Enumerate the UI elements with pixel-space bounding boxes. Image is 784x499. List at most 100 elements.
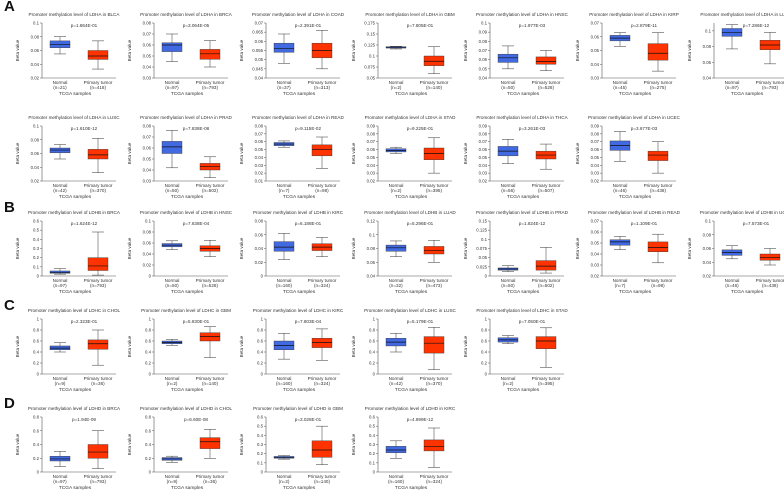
category-label: Primary tumor: [532, 376, 561, 381]
chart-title: Promoter methylation level of LDHD in GB…: [253, 406, 343, 411]
y-tick-label: 0.6: [257, 415, 264, 420]
box-chart-c-0-2: Promoter methylation level of LDHC in KI…: [239, 308, 344, 393]
normal-box: [161, 240, 183, 250]
sample-count-label: (n=502): [538, 283, 554, 288]
y-tick-label: 0.09: [367, 124, 376, 129]
category-label: Normal: [53, 183, 68, 188]
category-label: Primary tumor: [420, 80, 449, 85]
y-tick-label: 1: [149, 317, 152, 322]
p-value: p=3.677E-03: [631, 126, 658, 131]
x-axis-label: TCGA samples: [395, 289, 428, 295]
category-label: Normal: [277, 376, 292, 381]
y-tick-label: 0.4: [33, 237, 40, 242]
box-chart-c-0-4: Promoter methylation level of LDHC in ST…: [463, 308, 568, 393]
y-tick-label: 0.1: [705, 219, 712, 224]
p-value: p=1.109E-01: [631, 221, 658, 226]
y-tick-label: 0.1: [257, 460, 264, 465]
category-label: Primary tumor: [196, 278, 225, 283]
normal-box: [385, 333, 407, 353]
sample-count-label: (n=46): [613, 188, 627, 193]
y-axis-label: Beta value: [127, 237, 132, 259]
sample-count-label: (n=140): [426, 85, 442, 90]
y-tick-label: 0.04: [479, 163, 488, 168]
y-tick-label: 0.045: [252, 66, 263, 71]
x-axis-label: TCGA samples: [395, 91, 428, 97]
y-tick-label: 0.6: [369, 415, 376, 420]
category-label: Primary tumor: [420, 183, 449, 188]
sample-count-label: (n=370): [426, 381, 442, 386]
p-value: p=1.610E-12: [71, 126, 98, 131]
tumor-box: [647, 32, 669, 72]
y-tick-label: 0.06: [703, 60, 712, 65]
y-tick-label: 0.05: [591, 48, 600, 53]
y-tick-label: 0.8: [145, 328, 152, 333]
y-tick-label: 0.07: [479, 139, 488, 144]
sample-count-label: (n=46): [725, 283, 739, 288]
y-tick-label: 0.4: [145, 442, 152, 447]
sample-count-label: (n=473): [426, 283, 442, 288]
box-chart-a-1-0: Promoter methylation level of LDHA in LU…: [15, 115, 120, 200]
sample-count-label: (n=275): [650, 85, 666, 90]
y-tick-label: 0.1: [145, 219, 152, 224]
panel-label-a: A: [4, 0, 15, 15]
sample-count-label: (n=395): [426, 188, 442, 193]
y-axis-label: Beta value: [127, 142, 132, 164]
y-tick-label: 0.07: [255, 21, 264, 26]
tumor-box: [311, 30, 333, 70]
category-label: Normal: [389, 278, 404, 283]
y-tick-label: 0.6: [145, 339, 152, 344]
category-label: Normal: [277, 183, 292, 188]
p-value: p=2.391E-01: [295, 23, 322, 28]
sample-count-label: (n=528): [202, 283, 218, 288]
chart-title: Promoter methylation level of LDHB in KI…: [253, 210, 344, 215]
box-chart-a-0-5: Promoter methylation level of LDHA in KI…: [575, 12, 679, 97]
normal-box: [609, 236, 631, 250]
chart-title: Promoter methylation level of LDHC in GB…: [141, 308, 231, 313]
y-tick-label: 0.125: [364, 43, 375, 48]
y-tick-label: 0.04: [591, 163, 600, 168]
y-tick-label: 0.06: [31, 151, 40, 156]
normal-box: [497, 45, 519, 70]
y-tick-label: 0.03: [479, 171, 488, 176]
x-axis-label: TCGA samples: [619, 289, 652, 295]
normal-box: [49, 342, 71, 353]
y-tick-label: 0.02: [591, 179, 600, 184]
y-tick-label: 0.2: [33, 255, 40, 260]
y-tick-label: 0.06: [591, 147, 600, 152]
y-tick-label: 0.15: [479, 219, 488, 224]
category-label: Normal: [165, 80, 180, 85]
y-tick-label: 0.3: [369, 442, 376, 447]
y-tick-label: 0.05: [143, 157, 152, 162]
x-axis-label: TCGA samples: [59, 485, 92, 491]
x-axis-label: TCGA samples: [731, 289, 764, 295]
y-tick-label: 0.04: [143, 252, 152, 257]
normal-box: [609, 131, 631, 162]
y-tick-label: 0.02: [479, 179, 488, 184]
chart-title: Promoter methylation level of LDHA in LU…: [28, 115, 120, 120]
sample-count-label: (n=793): [762, 85, 778, 90]
chart-title: Promoter methylation level of LDHC in ST…: [476, 308, 568, 313]
tumor-box: [423, 46, 445, 74]
box-chart-a-1-2: Promoter methylation level of LDHA in RE…: [239, 115, 344, 200]
normal-box: [273, 233, 295, 260]
chart-title: Promoter methylation level of LDHA in KI…: [589, 12, 679, 17]
y-tick-label: 0: [261, 274, 264, 279]
chart-title: Promoter methylation level of LDHA in CO…: [252, 12, 344, 17]
y-tick-label: 0.8: [481, 328, 488, 333]
y-axis-label: Beta value: [239, 237, 244, 259]
box-chart-c-0-3: Promoter methylation level of LDHC in LU…: [351, 308, 456, 393]
y-tick-label: 0.08: [479, 39, 488, 44]
box-chart-a-1-4: Promoter methylation level of LDHA in TH…: [463, 115, 568, 200]
x-axis-label: TCGA samples: [283, 194, 316, 200]
box-chart-a-1-3: Promoter methylation level of LDHA in ST…: [351, 115, 456, 200]
y-tick-label: 0.07: [143, 32, 152, 37]
tumor-box: [87, 329, 109, 366]
y-tick-label: 0.03: [591, 263, 600, 268]
y-tick-label: 0.03: [591, 76, 600, 81]
y-tick-label: 0.03: [143, 76, 152, 81]
y-tick-label: 0.175: [364, 21, 375, 26]
tumor-box: [535, 143, 557, 170]
y-tick-label: 0.04: [143, 65, 152, 70]
sample-count-label: (n=2): [391, 85, 402, 90]
category-label: Normal: [165, 376, 180, 381]
